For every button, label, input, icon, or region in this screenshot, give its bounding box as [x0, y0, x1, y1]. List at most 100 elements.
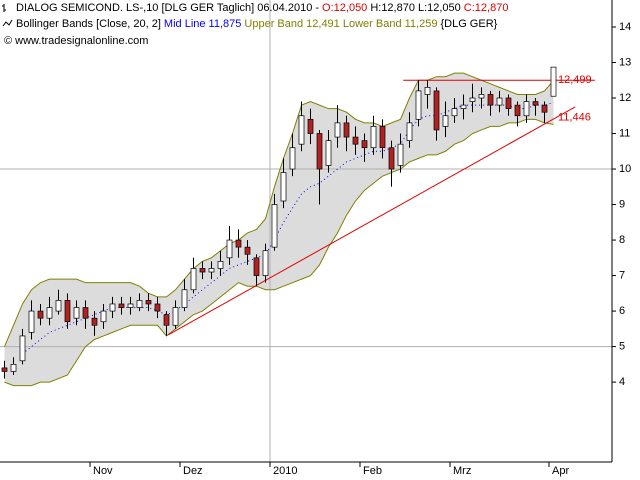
lower-band [4, 118, 554, 387]
candle-body [487, 94, 494, 106]
y-tick-label: 10 [619, 163, 631, 175]
x-tick-label: Mrz [453, 465, 471, 477]
candle-body [136, 300, 143, 308]
trendline-label: 12,499 [558, 74, 592, 86]
y-tick-label: 8 [619, 234, 625, 246]
candle-body [397, 143, 404, 166]
candle-body [514, 104, 521, 117]
candle-body [505, 97, 512, 110]
candle-body [433, 90, 440, 131]
candle-body [100, 310, 107, 323]
candle-body [478, 94, 485, 99]
candle-body [244, 246, 251, 255]
candle-body [361, 140, 368, 149]
x-tick-label: 2010 [273, 465, 297, 477]
candle-body [181, 289, 188, 308]
candle-body [37, 310, 44, 319]
candle-body [10, 363, 17, 372]
x-tick-label: Nov [93, 465, 113, 477]
y-tick-label: 7 [619, 269, 625, 281]
candle-body [28, 310, 35, 333]
close-text: C:12,870 [464, 2, 509, 14]
line-icon [2, 19, 13, 27]
candle-body [217, 261, 224, 269]
candle-body [523, 101, 530, 117]
high-text: H:12,870 [370, 2, 415, 14]
candle-body [442, 115, 449, 127]
indicator-line: Bollinger Bands [Close, 20, 2] Mid Line 1… [16, 18, 498, 30]
plot: 12,499 11,446 4 5 6 7 8 9 10 11 12 13 14 Nov Dez 2010 Fe… [0, 0, 631, 477]
y-tick-label: 11 [619, 127, 630, 139]
candle-body [262, 250, 269, 276]
candle-body [469, 97, 476, 102]
title: DIALOG SEMICOND. LS-,10 [DLG GER Taglich… [16, 2, 319, 14]
candle-body [298, 115, 305, 145]
candle-body [352, 136, 359, 145]
y-tick-label: 4 [619, 376, 625, 388]
candle-body [370, 126, 377, 149]
y-tick-label: 14 [619, 21, 631, 33]
candle-body [109, 303, 116, 312]
candle-body [316, 133, 323, 170]
candle-body [145, 300, 152, 305]
candle-body [325, 140, 332, 166]
candle-body [334, 122, 341, 138]
candle-body [172, 307, 179, 326]
x-tick-label: Dez [183, 465, 203, 477]
copyright: © www.tradesignalonline.com [4, 35, 148, 47]
candle-body [235, 239, 242, 248]
candle-body [46, 307, 53, 319]
candle-body [280, 172, 287, 202]
candle-body [343, 122, 350, 138]
candle-body [388, 147, 395, 170]
candle-body [541, 104, 548, 113]
candle-body [208, 268, 215, 273]
candle-icon [2, 4, 6, 12]
x-tick-label: Apr [552, 465, 569, 477]
upper-band [4, 72, 554, 347]
candle-body [1, 367, 8, 372]
candle-body [154, 303, 161, 312]
bands-text: Upper Band 12,491 Lower Band 11,259 [244, 18, 437, 30]
trendline-label: 11,446 [558, 112, 591, 124]
candle-body [289, 147, 296, 170]
low-text: L:12,050 [418, 2, 461, 14]
candle-body [550, 66, 557, 97]
candle-body [406, 122, 413, 141]
candle-body [163, 314, 170, 326]
y-tick-label: 5 [619, 340, 625, 352]
candle-body [55, 300, 62, 312]
candle-body [496, 97, 503, 106]
header-line: DIALOG SEMICOND. LS-,10 [DLG GER Taglich… [16, 2, 508, 14]
open-text: O:12,050 [322, 2, 367, 14]
candle-body [253, 257, 260, 276]
candle-body [379, 126, 386, 149]
candle-body [73, 307, 80, 319]
candle-body [307, 118, 314, 134]
candle-body [460, 104, 467, 110]
candle-body [118, 303, 125, 308]
candle-body [424, 87, 431, 95]
candle-body [226, 239, 233, 259]
candle-body [415, 90, 422, 120]
candle-body [532, 101, 539, 106]
candle-body [82, 307, 89, 319]
indicator-name: Bollinger Bands [Close, 20, 2] [16, 18, 161, 30]
y-tick-label: 13 [619, 56, 631, 68]
y-tick-label: 6 [619, 305, 625, 317]
y-tick-label: 9 [619, 198, 625, 210]
candle-body [190, 268, 197, 291]
candle-body [199, 268, 206, 273]
x-tick-label: Feb [363, 465, 382, 477]
symbol-text: {DLG GER} [440, 18, 497, 30]
candle-body [451, 108, 458, 117]
candle-body [19, 335, 26, 362]
candle-body [91, 317, 98, 326]
candle-body [127, 303, 134, 308]
candle-body [64, 300, 71, 323]
y-tick-label: 12 [619, 92, 631, 104]
mid-text: Mid Line 11,875 [164, 18, 241, 30]
candle-body [271, 204, 278, 248]
trendline [168, 106, 576, 336]
